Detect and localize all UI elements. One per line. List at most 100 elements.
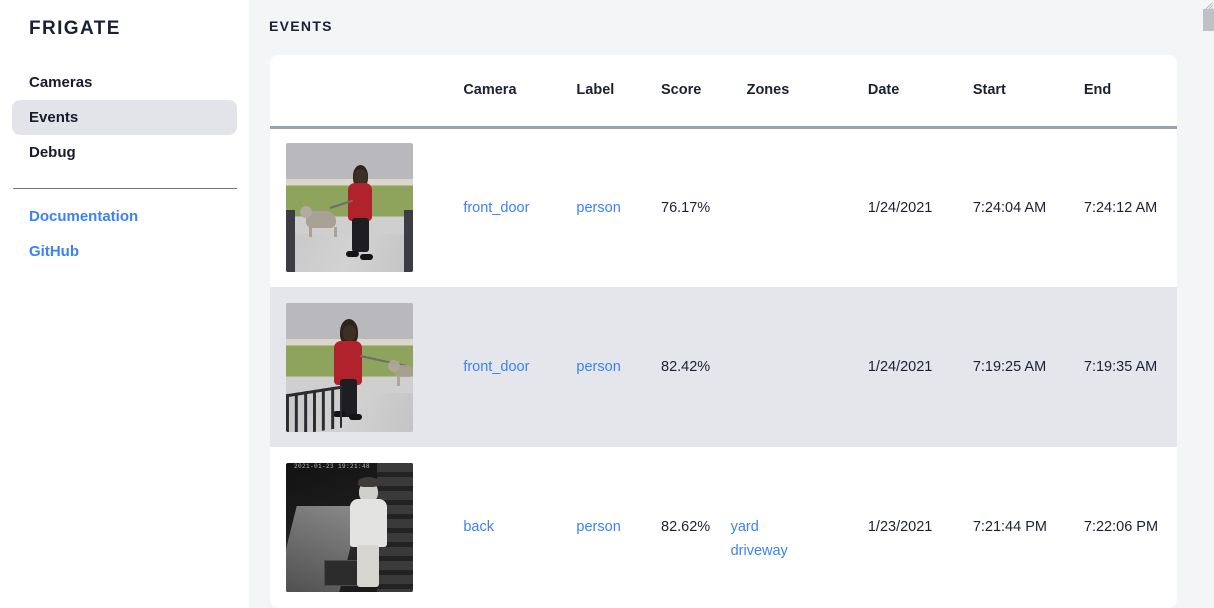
event-end-value: 7:24:12 AM	[1083, 199, 1158, 216]
events-table-body: front_door person 76.17% 1/24/2021 7:24:…	[270, 127, 1177, 607]
person-shoe-left	[346, 251, 359, 258]
column-header-end-label: End	[1083, 82, 1112, 99]
event-camera-cell: front_door	[447, 127, 560, 287]
column-header-score-label: Score	[661, 82, 702, 99]
event-camera-link[interactable]: back	[463, 519, 494, 535]
event-date-cell: 1/23/2021	[852, 447, 957, 607]
event-end-value: 7:22:06 PM	[1083, 519, 1159, 535]
main-content: EVENTS Camera Label Score Zones Date Sta…	[249, 0, 1214, 608]
column-header-end: End	[1067, 55, 1177, 129]
event-thumbnail-cell	[270, 287, 448, 447]
column-header-camera-label: Camera	[463, 82, 517, 99]
table-row[interactable]: front_door person 82.42% 1/24/2021 7:19:…	[270, 287, 1177, 447]
event-score-value: 82.62%	[661, 519, 711, 535]
event-label-link[interactable]: person	[576, 519, 621, 535]
event-camera-cell: front_door	[447, 287, 561, 447]
sidebar-item-events[interactable]: Events	[12, 100, 237, 135]
event-date-value: 1/23/2021	[867, 519, 933, 535]
scrollbar-thumb[interactable]	[1203, 9, 1214, 31]
events-table-head: Camera Label Score Zones Date Start End	[270, 55, 1177, 129]
event-zones-cell	[730, 287, 852, 447]
event-start-cell: 7:24:04 AM	[957, 127, 1068, 287]
scroll-up-arrow-icon[interactable]	[1204, 2, 1213, 9]
events-table: Camera Label Score Zones Date Start End	[270, 55, 1177, 607]
table-header-row: Camera Label Score Zones Date Start End	[270, 55, 1177, 129]
vertical-scrollbar[interactable]	[1203, 0, 1214, 608]
thumbnail-wrapper	[270, 302, 447, 432]
event-camera-link[interactable]: front_door	[463, 199, 530, 216]
person-figure	[344, 165, 384, 261]
event-thumbnail-image[interactable]	[286, 143, 413, 273]
railing-left	[286, 210, 295, 273]
person-head	[354, 169, 367, 186]
person-legs	[340, 378, 357, 417]
events-card: Camera Label Score Zones Date Start End	[270, 55, 1177, 608]
event-score-cell: 82.42%	[645, 287, 731, 447]
ir-object-box	[324, 559, 358, 586]
event-date-value: 1/24/2021	[867, 359, 933, 375]
person-shoe-right	[360, 254, 373, 261]
person-hair	[358, 476, 379, 487]
person-white-shirt	[350, 498, 387, 547]
thumbnail-wrapper: 2021-01-23 19:21:48	[270, 462, 447, 592]
person-legs	[357, 544, 379, 587]
column-header-start-label: Start	[972, 82, 1006, 99]
app-brand-title: FRIGATE	[29, 18, 121, 39]
event-date-value: 1/24/2021	[867, 199, 933, 216]
person-red-coat	[348, 183, 372, 222]
person-red-coat	[334, 340, 362, 385]
column-header-start: Start	[956, 55, 1068, 129]
table-row[interactable]: 2021-01-23 19:21:48	[270, 447, 1177, 607]
event-end-cell: 7:24:12 AM	[1068, 127, 1177, 287]
event-score-cell: 82.62%	[645, 447, 731, 607]
event-zones-cell: yard driveway	[731, 447, 852, 607]
event-thumbnail-cell: 2021-01-23 19:21:48	[270, 447, 447, 607]
column-header-zones: Zones	[730, 55, 852, 129]
table-row[interactable]: front_door person 76.17% 1/24/2021 7:24:…	[270, 127, 1177, 287]
sidebar-item-debug[interactable]: Debug	[29, 144, 76, 161]
sidebar-link-documentation[interactable]: Documentation	[29, 208, 139, 225]
event-zone-yard[interactable]: yard	[730, 519, 759, 535]
column-header-thumbnail	[270, 55, 448, 129]
column-header-date: Date	[851, 55, 957, 129]
event-camera-link[interactable]: front_door	[463, 359, 530, 375]
event-thumbnail-image[interactable]	[286, 302, 413, 432]
event-label-link[interactable]: person	[576, 199, 621, 216]
event-start-value: 7:24:04 AM	[972, 199, 1047, 216]
person-figure	[332, 318, 374, 420]
person-legs	[352, 218, 369, 253]
event-camera-cell: back	[447, 447, 560, 607]
event-start-value: 7:21:44 PM	[972, 519, 1047, 535]
sidebar-item-cameras[interactable]: Cameras	[29, 74, 93, 91]
event-score-cell: 76.17%	[645, 127, 731, 287]
event-zones-list	[731, 359, 747, 375]
event-zone-driveway[interactable]: driveway	[730, 543, 788, 559]
dog-figure	[388, 359, 413, 386]
event-end-value: 7:19:35 AM	[1083, 359, 1158, 375]
event-thumbnail-image[interactable]: 2021-01-23 19:21:48	[286, 462, 413, 592]
railing-right	[404, 210, 413, 273]
fence-railing	[286, 385, 342, 432]
event-date-cell: 1/24/2021	[851, 287, 957, 447]
event-zones-list	[731, 200, 747, 216]
sidebar-divider	[13, 188, 237, 189]
sidebar: FRIGATE Cameras Events Debug Documentati…	[0, 0, 249, 608]
page-title: EVENTS	[269, 18, 333, 34]
event-label-link[interactable]: person	[576, 359, 621, 375]
event-end-cell: 7:22:06 PM	[1068, 447, 1177, 607]
event-start-cell: 7:21:44 PM	[957, 447, 1068, 607]
event-zones-list: yard driveway	[731, 495, 852, 563]
event-start-value: 7:19:25 AM	[972, 359, 1047, 375]
person-head	[343, 324, 356, 341]
column-header-label-label: Label	[576, 82, 615, 99]
column-header-score: Score	[645, 55, 731, 129]
column-header-date-label: Date	[867, 82, 900, 99]
event-score-value: 82.42%	[661, 359, 711, 375]
event-label-cell: person	[560, 447, 645, 607]
event-label-cell: person	[560, 287, 645, 447]
person-shoe-right	[349, 413, 362, 420]
sidebar-link-github[interactable]: GitHub	[29, 243, 79, 260]
event-start-cell: 7:19:25 AM	[956, 287, 1068, 447]
event-thumbnail-cell	[270, 127, 447, 287]
event-zones-cell	[731, 127, 852, 287]
